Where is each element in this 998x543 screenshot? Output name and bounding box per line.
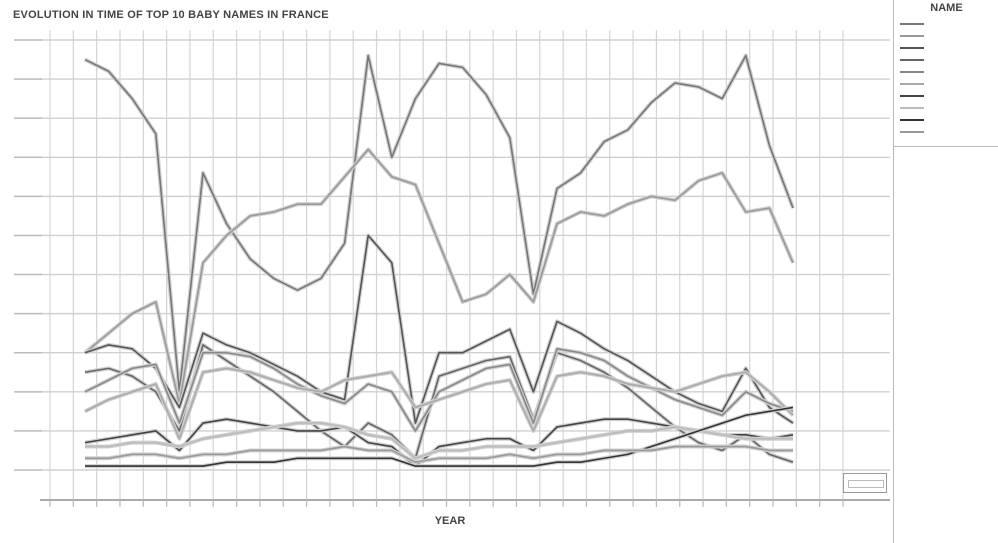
legend-items — [894, 18, 998, 138]
legend: NAME — [893, 0, 998, 543]
series-line-8 — [85, 422, 793, 460]
legend-item-2[interactable] — [900, 30, 998, 42]
legend-swatch — [900, 95, 924, 97]
legend-swatch — [900, 71, 924, 73]
legend-item-9[interactable] — [900, 114, 998, 126]
legend-title: NAME — [930, 2, 963, 14]
line-chart — [14, 30, 890, 507]
series-line-9 — [85, 406, 794, 467]
legend-swatch — [900, 59, 924, 61]
series-line-5 — [84, 348, 794, 432]
chart-minimap[interactable] — [843, 473, 887, 493]
legend-swatch — [900, 107, 924, 109]
chart-axis — [40, 499, 890, 507]
series-line-6 — [84, 367, 794, 440]
legend-item-5[interactable] — [900, 66, 998, 78]
legend-swatch — [900, 47, 924, 49]
x-axis-label: YEAR — [434, 515, 466, 527]
legend-item-1[interactable] — [900, 18, 998, 30]
series-line-2 — [84, 148, 794, 405]
chart-title: EVOLUTION IN TIME OF TOP 10 BABY NAMES I… — [13, 9, 329, 21]
legend-swatch — [900, 131, 924, 133]
minimap-viewport[interactable] — [848, 480, 884, 488]
chart-series-group — [83, 53, 795, 469]
legend-item-8[interactable] — [900, 102, 998, 114]
series-line-10 — [85, 445, 793, 463]
legend-item-10[interactable] — [900, 126, 998, 138]
legend-item-3[interactable] — [900, 42, 998, 54]
legend-swatch — [900, 23, 924, 25]
legend-swatch — [900, 35, 924, 37]
legend-swatch — [900, 119, 924, 121]
legend-swatch — [900, 83, 924, 85]
legend-item-6[interactable] — [900, 78, 998, 90]
legend-item-4[interactable] — [900, 54, 998, 66]
legend-item-7[interactable] — [900, 90, 998, 102]
series-line-1 — [84, 54, 794, 393]
